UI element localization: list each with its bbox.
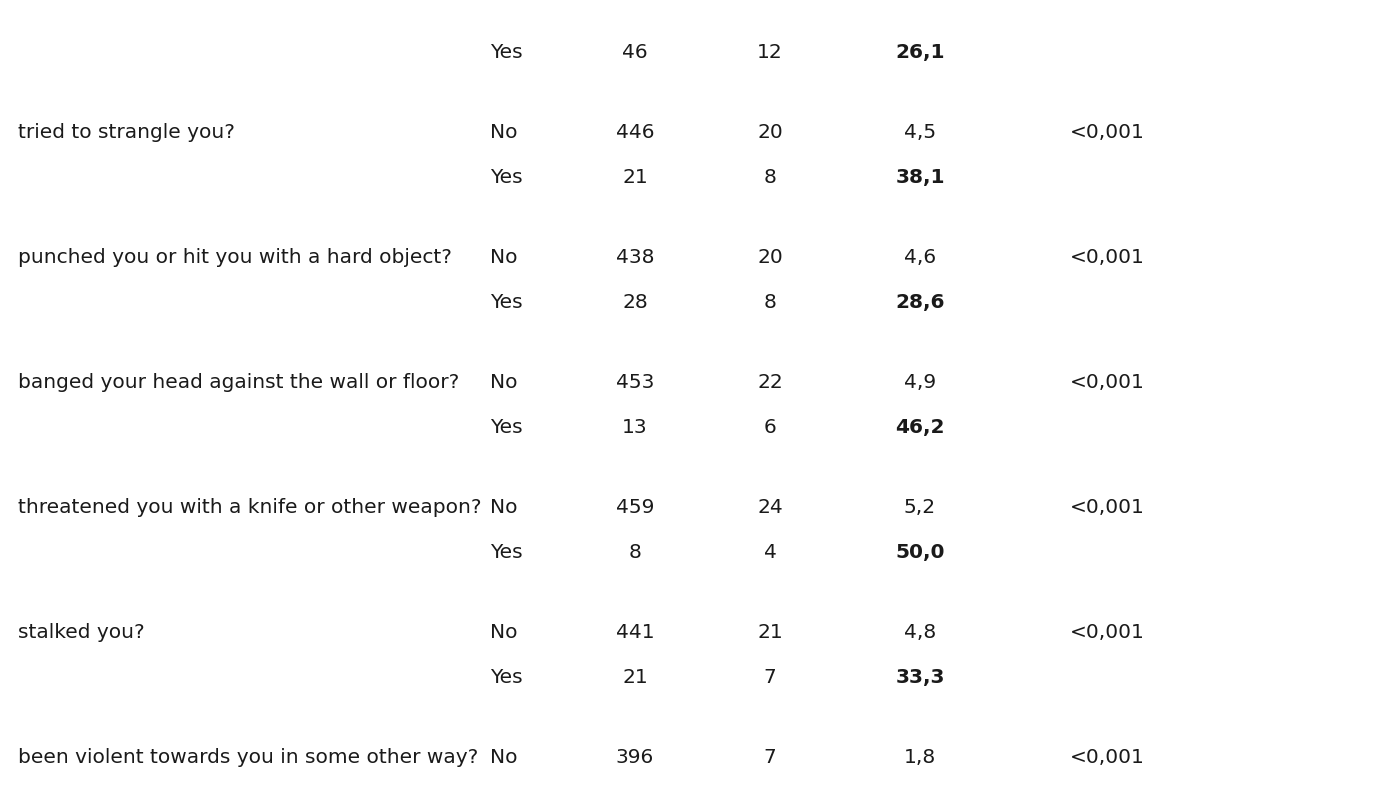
Text: 396: 396	[616, 748, 654, 767]
Text: <0,001: <0,001	[1070, 498, 1145, 517]
Text: <0,001: <0,001	[1070, 248, 1145, 267]
Text: punched you or hit you with a hard object?: punched you or hit you with a hard objec…	[18, 248, 452, 267]
Text: 441: 441	[616, 623, 654, 642]
Text: 22: 22	[757, 373, 783, 392]
Text: No: No	[490, 498, 518, 517]
Text: 13: 13	[622, 418, 648, 437]
Text: 8: 8	[763, 293, 777, 312]
Text: tried to strangle you?: tried to strangle you?	[18, 123, 235, 142]
Text: banged your head against the wall or floor?: banged your head against the wall or flo…	[18, 373, 459, 392]
Text: 438: 438	[616, 248, 654, 267]
Text: <0,001: <0,001	[1070, 748, 1145, 767]
Text: No: No	[490, 248, 518, 267]
Text: 4,6: 4,6	[904, 248, 937, 267]
Text: 453: 453	[616, 373, 654, 392]
Text: 28: 28	[622, 293, 648, 312]
Text: 50,0: 50,0	[895, 543, 945, 562]
Text: been violent towards you in some other way?: been violent towards you in some other w…	[18, 748, 479, 767]
Text: 6: 6	[763, 418, 777, 437]
Text: 21: 21	[757, 623, 783, 642]
Text: 8: 8	[629, 543, 641, 562]
Text: Yes: Yes	[490, 168, 522, 187]
Text: 20: 20	[757, 248, 783, 267]
Text: 46,2: 46,2	[895, 418, 945, 437]
Text: stalked you?: stalked you?	[18, 623, 144, 642]
Text: Yes: Yes	[490, 668, 522, 687]
Text: 21: 21	[622, 168, 648, 187]
Text: 20: 20	[757, 123, 783, 142]
Text: 38,1: 38,1	[895, 168, 945, 187]
Text: 4,8: 4,8	[904, 623, 937, 642]
Text: Yes: Yes	[490, 293, 522, 312]
Text: 21: 21	[622, 668, 648, 687]
Text: No: No	[490, 123, 518, 142]
Text: 1,8: 1,8	[904, 748, 937, 767]
Text: 46: 46	[622, 43, 648, 62]
Text: 8: 8	[763, 168, 777, 187]
Text: 26,1: 26,1	[895, 43, 945, 62]
Text: 12: 12	[757, 43, 783, 62]
Text: No: No	[490, 373, 518, 392]
Text: 7: 7	[763, 748, 777, 767]
Text: <0,001: <0,001	[1070, 123, 1145, 142]
Text: 24: 24	[757, 498, 783, 517]
Text: <0,001: <0,001	[1070, 373, 1145, 392]
Text: 5,2: 5,2	[904, 498, 937, 517]
Text: 33,3: 33,3	[895, 668, 945, 687]
Text: Yes: Yes	[490, 43, 522, 62]
Text: Yes: Yes	[490, 418, 522, 437]
Text: 4,9: 4,9	[904, 373, 937, 392]
Text: No: No	[490, 748, 518, 767]
Text: 459: 459	[616, 498, 654, 517]
Text: Yes: Yes	[490, 543, 522, 562]
Text: threatened you with a knife or other weapon?: threatened you with a knife or other wea…	[18, 498, 482, 517]
Text: 446: 446	[616, 123, 654, 142]
Text: 28,6: 28,6	[895, 293, 945, 312]
Text: 4: 4	[763, 543, 777, 562]
Text: 7: 7	[763, 668, 777, 687]
Text: No: No	[490, 623, 518, 642]
Text: <0,001: <0,001	[1070, 623, 1145, 642]
Text: 4,5: 4,5	[904, 123, 937, 142]
